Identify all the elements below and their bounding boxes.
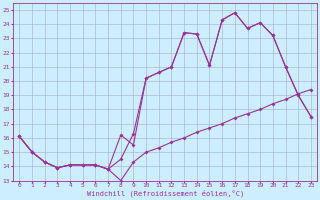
X-axis label: Windchill (Refroidissement éolien,°C): Windchill (Refroidissement éolien,°C): [86, 190, 244, 197]
